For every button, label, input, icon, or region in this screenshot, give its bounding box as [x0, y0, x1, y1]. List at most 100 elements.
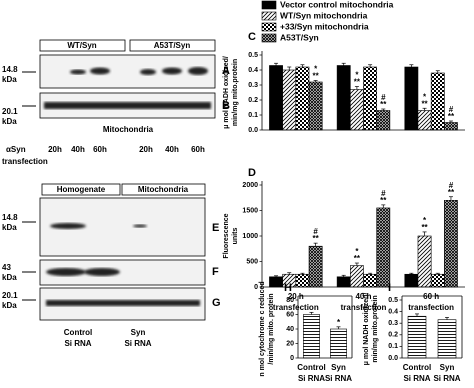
- y-tick-label: 0.1: [388, 343, 398, 350]
- bar: [407, 315, 427, 359]
- bar: [444, 200, 458, 288]
- x-tick-label: Syn Si RNA: [325, 363, 352, 383]
- error-bar: [287, 272, 292, 275]
- band: [140, 69, 156, 75]
- error-bar: [313, 80, 318, 82]
- significance: **: [421, 223, 428, 232]
- y-tick-label: 0.0: [248, 127, 258, 134]
- bar: [350, 265, 364, 288]
- error-bar: [422, 107, 427, 111]
- bar: [430, 273, 445, 288]
- error-bar: [354, 262, 359, 266]
- y-tick-label: 0.5: [388, 297, 398, 304]
- legend-label: Vector control mitochondria: [280, 0, 394, 9]
- significance: *: [355, 247, 359, 256]
- y-tick-label: 20: [286, 340, 294, 347]
- y-tick-label: 0.2: [388, 332, 398, 339]
- bar: [269, 65, 283, 131]
- marker-size: 20.1: [2, 291, 18, 300]
- lane-label: 20h: [48, 145, 62, 154]
- significance: **: [448, 112, 455, 121]
- y-tick-label: 500: [246, 258, 258, 265]
- y-tick-label: 60: [286, 311, 294, 318]
- band: [133, 224, 147, 228]
- band: [50, 223, 86, 229]
- error-bar: [448, 120, 453, 123]
- error-bar: [336, 326, 341, 329]
- significance: **: [313, 72, 320, 81]
- error-bar: [409, 64, 414, 67]
- error-bar: [381, 204, 386, 208]
- error-bar: [300, 64, 305, 67]
- x-tick-label: Syn Si RNA: [433, 363, 460, 383]
- band: [46, 268, 86, 276]
- significance: *: [337, 318, 341, 327]
- error-bar: [415, 313, 419, 317]
- marker-unit: kDa: [2, 301, 17, 310]
- bar: [363, 66, 377, 131]
- lane-label: Syn Si RNA: [124, 328, 151, 348]
- significance: #: [449, 105, 454, 114]
- group-label: A53T/Syn: [154, 41, 191, 50]
- y-tick-label: 0.2: [248, 97, 258, 104]
- band: [46, 300, 200, 306]
- error-bar: [381, 108, 386, 111]
- error-bar: [274, 62, 279, 66]
- x-tick-label: 40 h transfection: [341, 292, 387, 312]
- significance: #: [381, 189, 386, 198]
- band: [188, 67, 208, 75]
- legend-swatch: [261, 33, 277, 43]
- y-axis-label: n mol cytochrome c reduced: [259, 281, 266, 376]
- legend-label: WT/Syn mitochondria: [280, 10, 368, 20]
- band: [44, 102, 211, 109]
- panel-letter: C: [248, 31, 256, 43]
- lane-title: transfection: [2, 157, 48, 166]
- y-tick-label: 0.4: [248, 67, 258, 74]
- significance: **: [448, 188, 455, 197]
- bar: [269, 276, 283, 288]
- blot-a: [39, 54, 216, 89]
- x-tick-label: Control Si RNA: [297, 363, 325, 383]
- error-bar: [274, 275, 279, 277]
- marker-unit: kDa: [2, 75, 17, 84]
- significance: #: [313, 227, 318, 236]
- y-axis-label: min/mg mito.protein: [372, 295, 379, 362]
- error-bar: [341, 274, 346, 277]
- band: [70, 69, 86, 75]
- bar: [417, 110, 432, 131]
- error-bar: [309, 311, 314, 315]
- bar: [376, 110, 391, 131]
- significance: #: [381, 93, 386, 102]
- error-bar: [287, 66, 292, 70]
- significance: **: [380, 100, 387, 109]
- panel-letter: H: [284, 282, 292, 294]
- bar: [303, 314, 320, 359]
- group-label: Mitochondria: [138, 185, 189, 194]
- y-tick-label: 0.3: [248, 82, 258, 89]
- bar: [330, 328, 347, 359]
- marker-size: 14.8: [2, 213, 18, 222]
- bar: [295, 273, 310, 288]
- bar: [295, 66, 310, 131]
- error-bar: [354, 86, 359, 90]
- x-tick-label: 60 h transfection: [408, 292, 454, 312]
- panel-letter: F: [212, 266, 219, 278]
- y-tick-label: 0.0: [388, 355, 398, 362]
- marker-size: 14.8: [2, 65, 18, 74]
- band: [90, 67, 110, 75]
- x-tick-label: Control Si RNA: [403, 363, 431, 383]
- band: [84, 268, 120, 276]
- legend-label: A53T/Syn: [280, 32, 319, 42]
- significance: **: [421, 99, 428, 108]
- lane-label: 40h: [71, 145, 85, 154]
- lane-label: 60h: [191, 145, 205, 154]
- marker-unit: kDa: [2, 117, 17, 126]
- error-bar: [368, 272, 373, 275]
- bar: [308, 245, 323, 288]
- bar: [336, 65, 351, 131]
- x-tick-label: 20 h transfection: [273, 292, 319, 312]
- significance: *: [314, 65, 318, 74]
- bar: [376, 207, 391, 288]
- y-tick-label: 1000: [242, 233, 258, 240]
- y-axis-label: Fluorescence: [223, 213, 230, 258]
